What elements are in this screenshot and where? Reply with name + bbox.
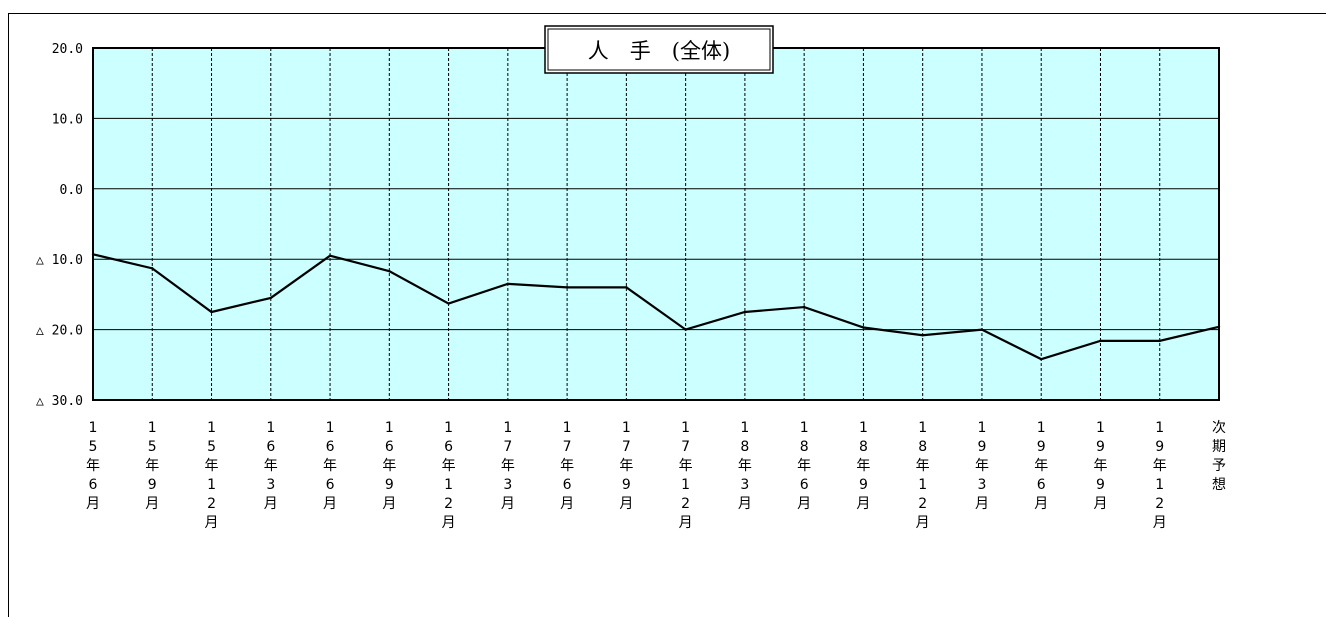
data-point [802, 305, 806, 309]
series-line [92, 253, 1220, 361]
data-point [980, 328, 984, 331]
data-point [625, 286, 628, 289]
plot-area [92, 47, 1220, 401]
data-point [1099, 339, 1102, 343]
data-point [684, 328, 687, 331]
data-point [328, 254, 332, 257]
y-tick-label: △ 30.0 [36, 394, 83, 409]
data-point [743, 310, 747, 314]
chart-title: 人 手 (全体) [588, 39, 730, 63]
data-point [269, 296, 272, 300]
data-point [91, 253, 95, 256]
y-tick-label: △ 10.0 [36, 253, 83, 268]
data-point [921, 334, 924, 337]
x-tick-label: 次期予想 [1212, 420, 1226, 493]
data-point [1040, 357, 1043, 361]
data-point [565, 286, 569, 289]
data-point [447, 302, 450, 305]
data-point [862, 326, 865, 329]
data-point [210, 310, 213, 314]
data-point [1158, 339, 1161, 343]
chart-title-box: 人 手 (全体) [544, 25, 774, 74]
y-tick-label: 20.0 [52, 42, 83, 57]
data-point [388, 269, 391, 273]
data-point [1217, 325, 1221, 328]
data-point [151, 267, 154, 270]
y-tick-label: 0.0 [60, 183, 83, 198]
data-point [506, 282, 510, 286]
y-tick-label: △ 20.0 [36, 324, 83, 339]
y-tick-label: 10.0 [52, 112, 83, 127]
chart-frame [8, 13, 1326, 617]
